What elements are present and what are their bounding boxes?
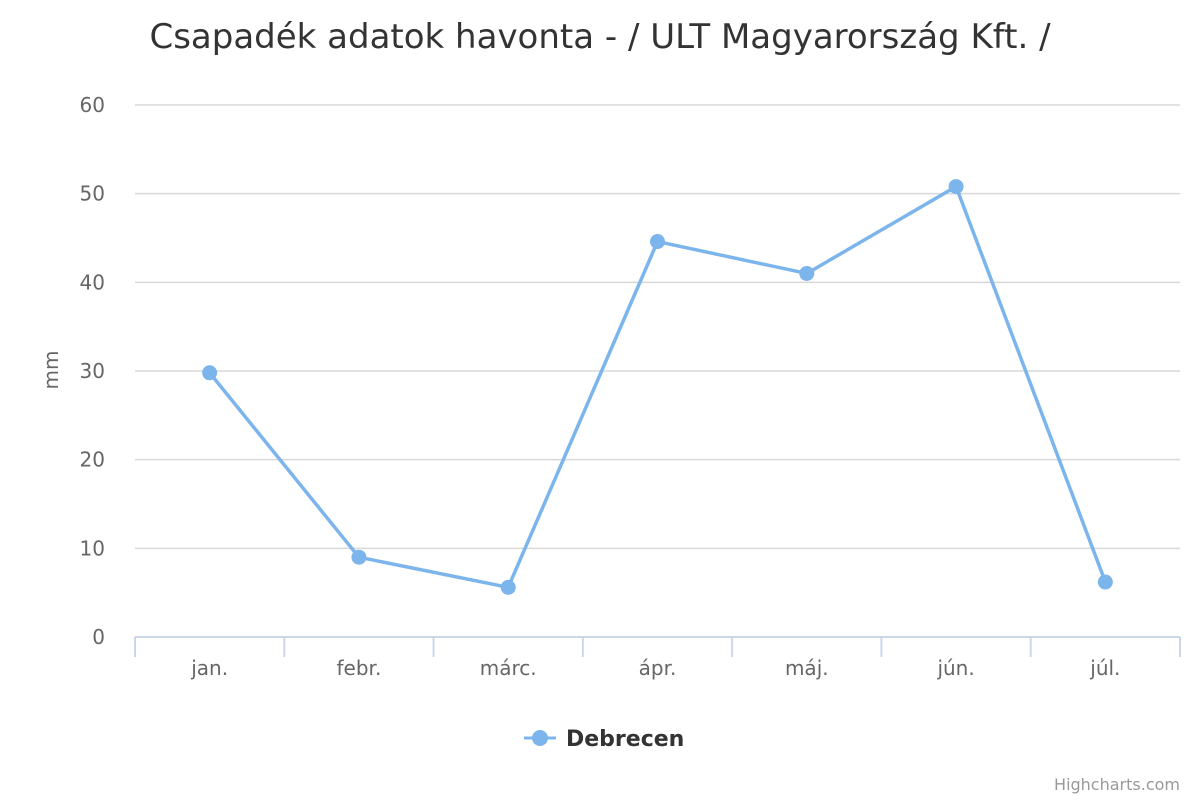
- data-point[interactable]: [948, 179, 964, 195]
- x-tick-label: jún.: [936, 656, 974, 680]
- x-tick-label: ápr.: [639, 656, 677, 680]
- y-tick-label: 60: [80, 93, 105, 117]
- x-axis-ticks: jan. febr. márc. ápr. máj. jún. júl.: [190, 656, 1120, 680]
- y-tick-label: 10: [80, 536, 105, 560]
- x-tick-label: júl.: [1089, 656, 1120, 680]
- y-tick-label: 30: [80, 359, 105, 383]
- y-tick-label: 0: [92, 625, 105, 649]
- y-axis-ticks: 0 10 20 30 40 50 60: [80, 93, 105, 649]
- series-debrecen[interactable]: [202, 179, 1113, 595]
- data-point[interactable]: [799, 265, 815, 281]
- legend[interactable]: Debrecen: [524, 727, 684, 752]
- credits-link[interactable]: Highcharts.com: [1054, 775, 1180, 794]
- y-tick-label: 20: [80, 448, 105, 472]
- grid-lines: [135, 104, 1180, 550]
- x-tick-label: máj.: [785, 656, 829, 680]
- x-tick-label: febr.: [337, 656, 382, 680]
- y-tick-label: 40: [80, 270, 105, 294]
- y-axis-title: mm: [39, 351, 63, 390]
- y-tick-label: 50: [80, 182, 105, 206]
- data-point[interactable]: [351, 549, 367, 565]
- data-point[interactable]: [1097, 574, 1113, 590]
- legend-marker: [532, 730, 548, 746]
- x-tick-label: jan.: [190, 656, 228, 680]
- chart-title: Csapadék adatok havonta - / ULT Magyaror…: [149, 17, 1051, 57]
- x-axis: [134, 636, 1181, 657]
- data-point[interactable]: [650, 234, 665, 250]
- data-point[interactable]: [500, 579, 516, 595]
- x-tick-label: márc.: [480, 656, 537, 680]
- data-point[interactable]: [202, 365, 218, 381]
- legend-label[interactable]: Debrecen: [566, 727, 684, 752]
